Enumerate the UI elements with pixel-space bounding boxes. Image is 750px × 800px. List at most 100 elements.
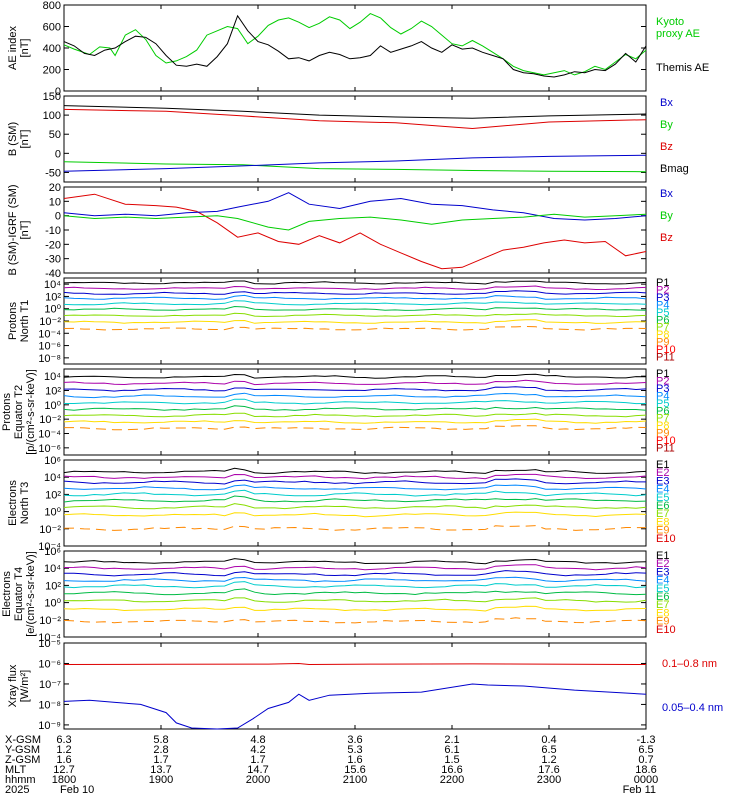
flux-channel-line <box>63 617 647 624</box>
y-axis-label: Equator T2 <box>13 385 25 439</box>
orbit-value: Feb 11 <box>623 784 656 796</box>
legend-item: E2 <box>656 558 669 570</box>
orbit-value: 15.6 <box>344 764 365 776</box>
legend-item: P2 <box>656 284 669 296</box>
flux-channel-line <box>63 280 647 285</box>
legend-item: Themis AE <box>656 62 709 74</box>
y-tick-label: 10⁰ <box>44 507 61 519</box>
panel-frame <box>63 186 647 274</box>
flux-channel-line <box>63 379 647 386</box>
flux-channel-line <box>63 386 647 392</box>
panel-frame <box>63 368 647 456</box>
series-line <box>63 662 647 666</box>
legend-item: E6 <box>656 591 669 603</box>
legend-item: E7 <box>656 508 669 520</box>
y-tick-label: -10 <box>45 225 61 237</box>
y-tick-label: 10⁻⁴ <box>38 632 61 644</box>
orbit-value: 17.6 <box>538 764 559 776</box>
y-tick-label: 10⁻² <box>39 615 61 627</box>
flux-channel-line <box>63 294 647 300</box>
legend-item: P9 <box>656 428 669 440</box>
y-tick-label: -50 <box>45 167 61 179</box>
legend-item: E1 <box>656 550 669 562</box>
y-tick-label: 200 <box>43 65 61 77</box>
y-tick-label: 10⁻⁶ <box>38 341 61 353</box>
y-axis-label: [nT] <box>19 39 31 58</box>
orbit-row-label: X-GSM <box>5 734 41 746</box>
legend-item: 0.05–0.4 nm <box>662 702 723 714</box>
y-tick-label: 10⁰ <box>44 400 61 412</box>
legend-item: P8 <box>656 329 669 341</box>
legend-item: Bz <box>660 141 673 153</box>
orbit-value: -1.3 <box>637 734 656 746</box>
panel-protons-equator: 10⁴ 10² 10⁰ 10⁻² 10⁻⁴ 10⁻⁶ Protons Equator T2 [p… <box>1 368 676 456</box>
orbit-value: 0.4 <box>541 734 556 746</box>
flux-channel-line <box>63 484 647 491</box>
y-axis-label: [p/(cm²-s-sr-keV)] <box>25 369 37 455</box>
y-axis-label: B (SM) <box>7 122 19 156</box>
y-tick-label: -20 <box>45 239 61 251</box>
legend-item: P6 <box>656 405 669 417</box>
orbit-value: 2.8 <box>153 744 168 756</box>
flux-channel-line <box>63 405 647 411</box>
flux-channel-line <box>64 398 647 405</box>
y-tick-label: 10⁻² <box>39 316 61 328</box>
series-line <box>63 13 647 76</box>
legend-item: P2 <box>656 375 669 387</box>
legend-item: By <box>660 119 673 131</box>
legend-item: proxy AE <box>656 28 700 40</box>
y-axis-label: B (SM)-IGRF (SM) <box>7 184 19 275</box>
flux-channel-line <box>63 581 647 589</box>
legend-item: P8 <box>656 420 669 432</box>
orbit-value: 6.3 <box>56 734 71 746</box>
y-tick-label: 600 <box>43 22 61 34</box>
orbit-value: Feb 10 <box>60 784 94 796</box>
orbit-value: 18.6 <box>635 764 656 776</box>
series-line <box>63 154 647 172</box>
y-axis-label: North T1 <box>19 300 31 343</box>
flux-channel-line <box>63 597 647 603</box>
y-tick-label: 10⁻⁴ <box>38 328 61 340</box>
y-axis-label: Xray flux <box>7 664 19 707</box>
orbit-row-label: Y-GSM <box>5 744 40 756</box>
y-tick-label: 0 <box>55 148 61 160</box>
orbit-value: 2200 <box>440 774 464 786</box>
y-tick-label: 10⁻² <box>39 414 61 426</box>
y-axis-label: Protons <box>1 393 13 431</box>
y-axis-label: [nT] <box>19 130 31 149</box>
legend-item: Bx <box>660 188 673 200</box>
y-tick-label: 10² <box>45 291 61 303</box>
y-tick-label: 10⁴ <box>44 472 61 484</box>
y-tick-label: 10⁻⁶ <box>38 443 61 455</box>
orbit-value: 1.5 <box>444 754 459 766</box>
y-axis-label: Equator T4 <box>13 567 25 621</box>
legend-item: E1 <box>656 459 669 471</box>
flux-channel-line <box>63 495 647 503</box>
y-tick-label: 10⁴ <box>44 279 61 291</box>
y-tick-label: 100 <box>43 110 61 122</box>
flux-channel-line <box>64 588 647 596</box>
legend-item: E9 <box>656 525 669 537</box>
y-tick-label: 10⁻⁸ <box>38 353 61 365</box>
legend-item: P6 <box>656 314 669 326</box>
flux-channel-line <box>63 558 647 565</box>
y-tick-label: 400 <box>43 43 61 55</box>
flux-channel-line <box>63 467 647 474</box>
orbit-value: 1.6 <box>56 754 71 766</box>
legend-item: Bx <box>660 97 673 109</box>
legend-item: Bmag <box>660 163 689 175</box>
flux-channel-line <box>63 564 647 571</box>
orbit-value: 1800 <box>52 774 76 786</box>
flux-channel-line <box>63 478 646 485</box>
panel-bsm-igrf: 20 10 0 -10 -20 -30 -40 B (SM)-IGRF (SM) [nT] Bx B… <box>7 182 673 280</box>
series-line <box>63 105 647 119</box>
legend-item: P10 <box>656 344 676 356</box>
y-tick-label: 10 <box>49 196 61 208</box>
legend-item: E10 <box>656 624 676 636</box>
flux-channel-line <box>63 373 647 379</box>
legend-item: Bz <box>660 232 673 244</box>
